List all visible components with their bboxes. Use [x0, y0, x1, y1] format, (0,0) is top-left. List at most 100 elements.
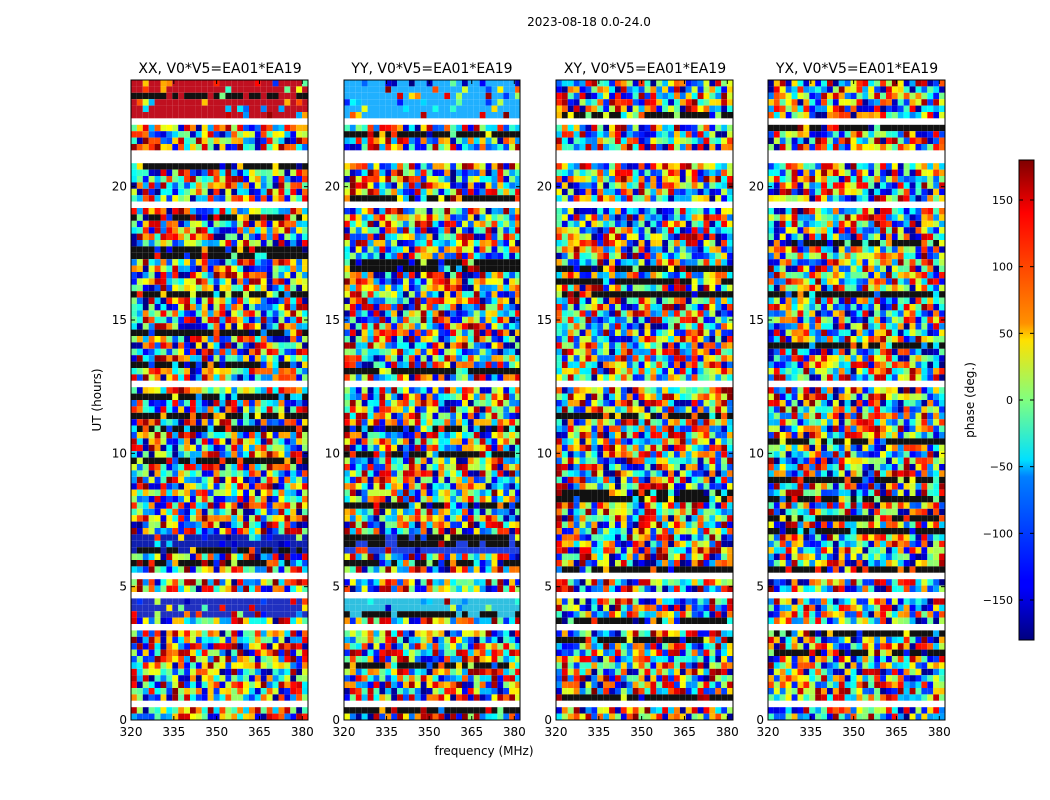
- heatmap-cell: [426, 310, 433, 317]
- heatmap-cell: [131, 227, 137, 234]
- heatmap-cell: [438, 470, 445, 477]
- heatmap-cell: [278, 310, 285, 317]
- heatmap-cell: [367, 387, 374, 394]
- heatmap-cell: [195, 521, 202, 528]
- heatmap-cell: [190, 688, 196, 695]
- heatmap-cell: [503, 406, 510, 413]
- heatmap-cell: [249, 92, 255, 100]
- heatmap-cell: [219, 297, 226, 304]
- heatmap-cell: [260, 515, 267, 522]
- heatmap-cell: [166, 688, 173, 695]
- heatmap-cell: [231, 144, 238, 151]
- heatmap-cell: [355, 144, 362, 151]
- heatmap-cell: [379, 310, 386, 317]
- heatmap-cell: [485, 272, 492, 279]
- heatmap-cell: [473, 201, 480, 208]
- heatmap-cell: [284, 99, 291, 106]
- heatmap-cell: [438, 124, 445, 132]
- heatmap-cell: [444, 310, 451, 317]
- heatmap-cell: [349, 131, 356, 138]
- heatmap-cell: [473, 259, 480, 266]
- heatmap-cell: [284, 361, 291, 368]
- heatmap-cell: [243, 521, 249, 528]
- heatmap-cell: [219, 476, 226, 484]
- heatmap-cell: [497, 476, 504, 484]
- heatmap-cell: [361, 99, 368, 106]
- heatmap-cell: [260, 438, 267, 445]
- heatmap-cell: [444, 150, 451, 157]
- heatmap-cell: [260, 700, 267, 708]
- heatmap-cell: [225, 240, 232, 247]
- heatmap-cell: [302, 598, 308, 605]
- heatmap-cell: [509, 355, 516, 362]
- heatmap-cell: [503, 387, 510, 394]
- heatmap-cell: [190, 86, 196, 93]
- heatmap-cell: [213, 188, 220, 196]
- heatmap-cell: [225, 547, 232, 554]
- heatmap-cell: [148, 144, 155, 151]
- heatmap-cell: [136, 566, 143, 573]
- heatmap-cell: [201, 489, 208, 496]
- heatmap-cell: [278, 713, 285, 720]
- heatmap-cell: [379, 284, 386, 292]
- heatmap-cell: [296, 604, 303, 612]
- heatmap-cell: [361, 470, 368, 477]
- heatmap-cell: [160, 182, 167, 189]
- heatmap-cell: [497, 342, 504, 349]
- heatmap-cell: [178, 553, 185, 560]
- heatmap-cell: [131, 99, 137, 106]
- heatmap-cell: [302, 483, 308, 490]
- heatmap-cell: [225, 592, 232, 599]
- heatmap-cell: [302, 284, 308, 292]
- heatmap-cell: [154, 579, 161, 586]
- heatmap-cell: [296, 694, 303, 701]
- heatmap-cell: [509, 438, 516, 445]
- heatmap-cell: [131, 598, 137, 605]
- heatmap-cell: [243, 700, 249, 708]
- heatmap-cell: [154, 374, 161, 381]
- heatmap-cell: [296, 99, 303, 106]
- heatmap-cell: [160, 643, 167, 650]
- heatmap-cell: [278, 483, 285, 490]
- heatmap-cell: [296, 457, 303, 464]
- heatmap-cell: [467, 361, 474, 368]
- heatmap-cell: [201, 547, 208, 554]
- heatmap-cell: [142, 700, 149, 708]
- heatmap-cell: [426, 188, 433, 196]
- heatmap-cell: [278, 656, 285, 663]
- heatmap-cell: [136, 329, 143, 336]
- heatmap-cell: [272, 604, 279, 612]
- heatmap-cell: [367, 323, 374, 330]
- heatmap-cell: [485, 368, 492, 375]
- heatmap-cell: [190, 630, 196, 637]
- heatmap-cell: [207, 713, 214, 720]
- heatmap-cell: [278, 252, 285, 260]
- heatmap-cell: [166, 208, 173, 215]
- heatmap-cell: [225, 348, 232, 356]
- heatmap-cell: [219, 502, 226, 509]
- heatmap-cell: [408, 425, 415, 432]
- heatmap-cell: [260, 649, 267, 656]
- heatmap-cell: [385, 342, 392, 349]
- heatmap-cell: [296, 528, 303, 535]
- heatmap-cell: [213, 336, 220, 343]
- heatmap-cell: [184, 336, 190, 343]
- heatmap-cell: [272, 259, 279, 266]
- heatmap-cell: [403, 208, 409, 215]
- heatmap-cell: [485, 457, 492, 464]
- heatmap-cell: [237, 694, 244, 701]
- heatmap-cell: [231, 105, 238, 112]
- heatmap-cell: [385, 284, 392, 292]
- heatmap-cell: [403, 425, 409, 432]
- heatmap-cell: [302, 540, 308, 548]
- heatmap-cell: [184, 374, 190, 381]
- heatmap-cell: [254, 208, 261, 215]
- heatmap-cell: [503, 118, 510, 125]
- heatmap-cell: [379, 406, 386, 413]
- y-tick-label: 0: [119, 713, 127, 727]
- heatmap-cell: [148, 656, 155, 663]
- heatmap-cell: [503, 92, 510, 100]
- heatmap-cell: [219, 329, 226, 336]
- heatmap-cell: [450, 86, 457, 93]
- heatmap-cell: [254, 419, 261, 426]
